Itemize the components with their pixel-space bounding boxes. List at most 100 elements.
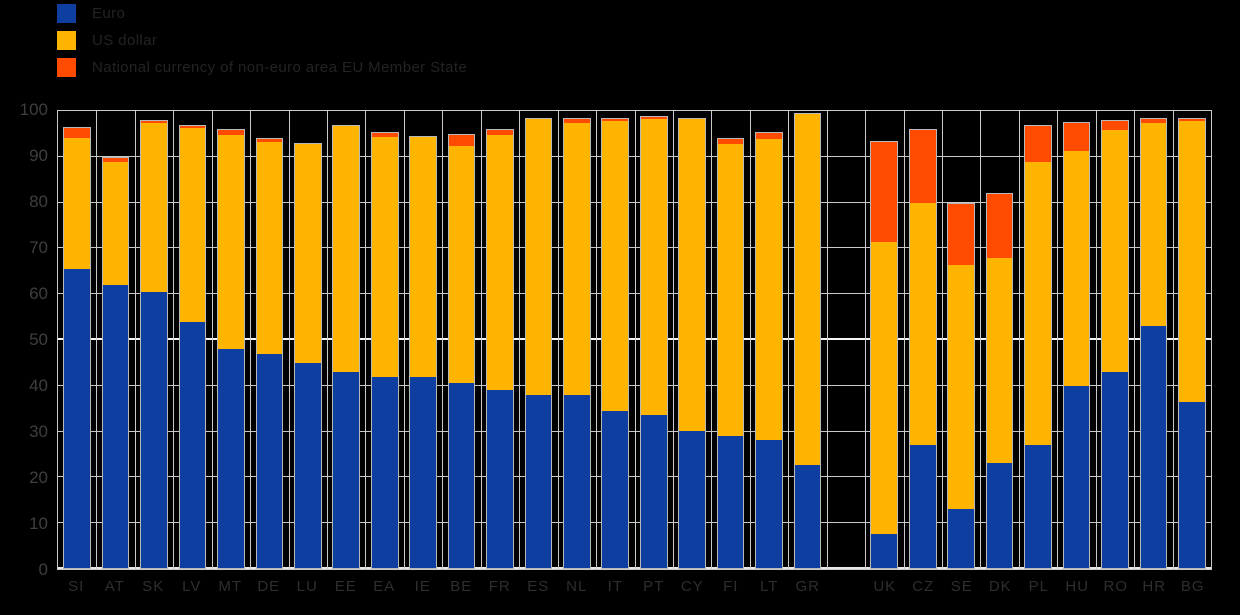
bar-segment-euro — [333, 371, 360, 568]
bar-segment-euro — [525, 394, 552, 568]
legend-item-us-dollar: US dollar — [57, 31, 467, 50]
bar-segment-euro — [794, 465, 821, 568]
bar-segment-euro — [679, 431, 705, 568]
bar-segment-us-dollar — [410, 137, 436, 377]
bar-segment-us-dollar — [1140, 123, 1167, 327]
bar-segment-euro — [448, 383, 475, 568]
x-axis-tick-label: SI — [68, 578, 85, 595]
bar-segment-euro — [1178, 401, 1205, 568]
y-axis-tick-label: 10 — [29, 514, 48, 533]
gridline-vertical — [980, 111, 982, 569]
bar-IE — [409, 136, 437, 569]
gridline-vertical — [134, 111, 136, 569]
bar-BE — [447, 133, 476, 569]
gridline-vertical — [442, 111, 444, 569]
bar-CY — [678, 117, 706, 569]
legend-label-us-dollar: US dollar — [92, 32, 158, 49]
bar-segment-euro — [179, 321, 206, 568]
bar-segment-euro — [948, 508, 975, 568]
bar-segment-us-dollar — [948, 265, 975, 509]
gridline-vertical — [1018, 111, 1020, 569]
bar-segment-euro — [564, 394, 590, 568]
bar-segment-national-currency — [1178, 118, 1205, 122]
bar-segment-us-dollar — [602, 121, 629, 411]
bar-segment-national-currency — [602, 118, 629, 122]
legend-swatch-national-currency — [57, 58, 76, 77]
bar-segment-us-dollar — [986, 258, 1013, 464]
bar-segment-euro — [141, 292, 167, 568]
x-axis-tick-label: BE — [450, 578, 473, 595]
bar-segment-national-currency — [717, 139, 744, 145]
bar-segment-national-currency — [986, 194, 1013, 259]
gridline-vertical — [826, 111, 828, 569]
gridline-vertical — [903, 111, 905, 569]
bar-segment-us-dollar — [1063, 150, 1090, 386]
gridline-vertical — [711, 111, 713, 569]
x-axis-tick-label: MT — [218, 578, 243, 595]
bar-segment-euro — [371, 376, 398, 568]
x-axis-tick-label: FI — [723, 578, 739, 595]
bar-segment-us-dollar — [141, 123, 167, 293]
bar-HU — [1062, 122, 1091, 569]
x-axis-tick-label: HU — [1065, 578, 1090, 595]
bar-segment-euro — [1025, 444, 1051, 568]
gridline-vertical — [788, 111, 790, 569]
gridline-vertical — [519, 111, 521, 569]
bar-segment-euro — [256, 353, 283, 568]
x-axis-tick-label: SK — [142, 578, 165, 595]
y-axis-tick-label: 70 — [29, 238, 48, 257]
bar-ES — [524, 117, 553, 569]
bar-segment-euro — [909, 444, 936, 568]
legend-swatch-euro — [57, 4, 76, 23]
bar-segment-us-dollar — [717, 144, 744, 436]
x-axis-tick-label: CZ — [912, 578, 935, 595]
gridline-vertical — [480, 111, 482, 569]
bar-segment-us-dollar — [218, 134, 244, 350]
gridline-vertical — [365, 111, 367, 569]
bar-segment-us-dollar — [487, 134, 513, 391]
x-axis-tick-label: BG — [1180, 578, 1205, 595]
bar-segment-us-dollar — [871, 242, 898, 534]
bar-segment-us-dollar — [679, 118, 705, 432]
legend-item-national-currency: National currency of non-euro area EU Me… — [57, 58, 467, 77]
bar-segment-euro — [717, 435, 744, 568]
bar-EA — [370, 131, 399, 569]
bar-CZ — [908, 129, 937, 569]
bar-segment-national-currency — [64, 128, 91, 139]
bar-NL — [563, 117, 591, 569]
bar-segment-national-currency — [256, 139, 283, 142]
gridline-vertical — [288, 111, 290, 569]
gridline-vertical — [596, 111, 598, 569]
gridline-vertical — [403, 111, 405, 569]
bar-segment-national-currency — [448, 134, 475, 147]
x-axis-tick-label: UK — [873, 578, 897, 595]
bar-segment-euro — [218, 349, 244, 568]
bar-PL — [1024, 124, 1052, 569]
bar-segment-euro — [602, 410, 629, 568]
x-axis-tick-label: EA — [373, 578, 396, 595]
x-axis-tick-label: LT — [760, 578, 779, 595]
gridline-vertical — [173, 111, 175, 569]
x-axis-tick-label: LU — [296, 578, 318, 595]
gridline-vertical — [1172, 111, 1174, 569]
bar-segment-us-dollar — [64, 138, 91, 270]
legend: Euro US dollar National currency of non-… — [57, 4, 467, 85]
gridline-vertical — [865, 111, 867, 569]
bar-segment-national-currency — [1025, 125, 1051, 163]
bar-EE — [332, 124, 361, 569]
bar-AT — [101, 156, 130, 569]
x-axis-tick-label: HR — [1142, 578, 1167, 595]
bar-segment-us-dollar — [1102, 130, 1128, 372]
legend-item-euro: Euro — [57, 4, 467, 23]
bar-segment-us-dollar — [102, 162, 129, 286]
x-axis-tick-label: LV — [182, 578, 202, 595]
gridline-vertical — [557, 111, 559, 569]
bar-UK — [870, 140, 899, 569]
bar-segment-national-currency — [1140, 118, 1167, 124]
bar-segment-euro — [64, 269, 91, 568]
x-axis-tick-label: DK — [988, 578, 1012, 595]
x-axis-tick-label: AT — [104, 578, 125, 595]
gridline-vertical — [749, 111, 751, 569]
y-axis-tick-label: 30 — [29, 422, 48, 441]
y-axis-tick-label: 40 — [29, 376, 48, 395]
